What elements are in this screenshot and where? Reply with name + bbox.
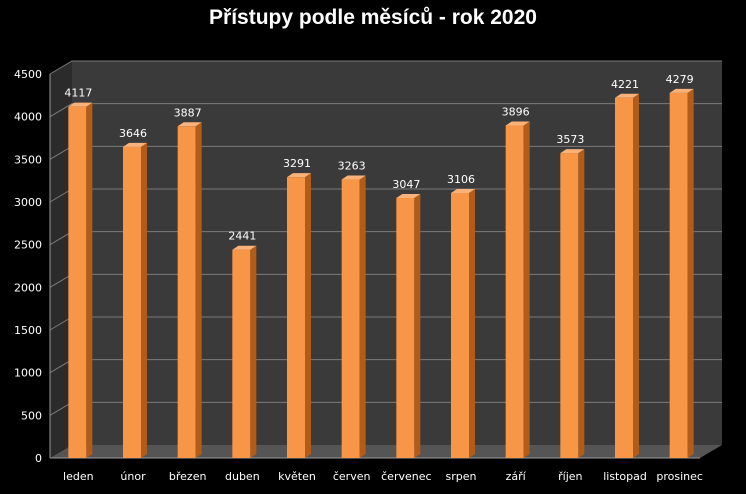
x-tick-label: prosinec [656,470,703,483]
data-label: 3291 [283,157,311,170]
x-tick-label: červen [333,470,371,483]
bar-front [396,197,415,459]
bar-side [687,88,694,458]
bar-side [633,93,639,459]
bar-side [359,175,366,459]
bar-top [451,188,475,193]
data-label: 4221 [611,78,639,91]
bar [669,88,694,458]
bar-front [232,249,251,458]
bar-side [86,102,93,458]
bar [68,102,93,458]
data-label: 3887 [174,106,202,119]
y-tick-label: 2500 [14,239,42,252]
x-tick-label: duben [225,470,260,483]
y-tick-label: 1000 [14,367,42,380]
plot-floor [50,445,722,458]
y-tick-label: 0 [35,452,42,465]
bar-top [287,173,311,178]
x-tick-label: leden [63,470,94,483]
bar-front [669,92,688,458]
y-tick-label: 3000 [14,196,42,209]
x-tick-label: říjen [558,470,582,483]
gridline [49,103,722,118]
data-label: 3896 [502,106,530,119]
x-tick-label: září [506,470,527,483]
bar-top [615,93,639,98]
data-label: 3573 [556,133,584,146]
chart-title: Přístupy podle měsíců - rok 2020 [209,6,537,29]
bar-top [505,121,530,126]
bar [505,121,530,459]
x-tick-label: červenec [381,470,431,483]
bar-front [615,97,633,459]
x-tick-label: únor [120,470,146,483]
bar-front [68,106,87,458]
bar-front [451,192,469,459]
bar-front [505,125,524,459]
y-tick-label: 4000 [14,111,42,124]
data-label: 3047 [392,178,420,191]
data-label: 2441 [228,230,256,243]
y-tick-label: 500 [21,409,42,422]
bar [287,173,311,458]
bar-top [396,193,421,198]
bar-side [469,188,475,459]
bar-front [341,179,360,459]
bar-side [195,122,202,459]
bar [341,175,366,459]
bar [615,93,639,459]
y-tick-label: 4500 [14,68,42,81]
data-label: 3263 [338,160,366,173]
data-label: 3646 [119,127,147,140]
plot-side-wall [50,61,72,458]
bar [123,142,147,458]
bar-top [560,149,585,154]
bar-front [287,177,305,458]
bar-top [232,245,257,250]
bar-front [560,153,579,458]
data-label: 3106 [447,173,475,186]
bar-side [523,121,530,459]
x-tick-label: květen [278,470,316,483]
bar-front [123,146,141,458]
bar-front [177,126,196,459]
bar-top [669,88,694,93]
bar-side [578,149,585,458]
bar-side [414,193,421,459]
data-label: 4279 [666,73,694,86]
y-tick-label: 1500 [14,324,42,337]
bar [451,188,475,459]
bar-side [305,173,311,458]
bar [396,193,421,459]
y-tick-label: 3500 [14,153,42,166]
bar [177,122,202,459]
bar-top [177,122,202,127]
bar-top [68,102,93,107]
x-tick-label: březen [169,470,207,483]
bar-side [141,142,147,458]
x-tick-label: srpen [446,470,477,483]
y-tick-label: 2000 [14,281,42,294]
bar-top [123,142,147,147]
data-label: 4117 [64,87,92,100]
bar-side [250,245,257,458]
gridline [49,60,722,75]
bar [232,245,257,458]
bar-top [341,175,366,180]
x-tick-label: listopad [603,470,647,483]
bar [560,149,585,458]
